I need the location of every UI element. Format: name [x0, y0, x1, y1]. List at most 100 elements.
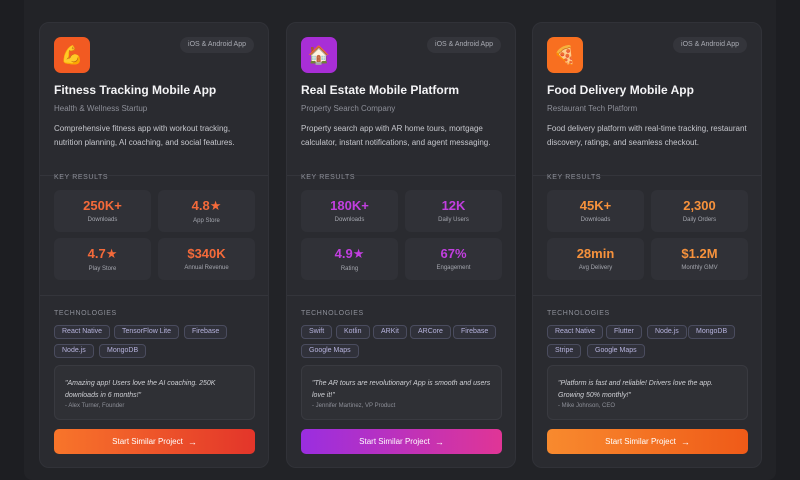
key-results-label: KEY RESULTS: [54, 174, 109, 181]
stat-label: Annual Revenue: [184, 265, 229, 271]
stat-value: 4.9★: [334, 246, 365, 261]
stat-label: Play Store: [88, 266, 117, 272]
stat-value: 45K+: [579, 198, 612, 213]
stat-value: 12K: [441, 198, 466, 213]
stat-annual-revenue: $340K Annual Revenue: [158, 238, 255, 280]
stat-label: Daily Users: [438, 217, 469, 223]
stat-value: 4.7★: [87, 246, 118, 261]
tech-tag: Google Maps: [301, 344, 359, 358]
stat-downloads: 250K+ Downloads: [54, 190, 151, 232]
tech-tag: TensorFlow Lite: [114, 325, 180, 339]
stat-label: Daily Orders: [682, 217, 717, 223]
pizza-icon: 🍕: [547, 37, 583, 73]
stat-avg-delivery: 28min Avg Delivery: [547, 238, 644, 280]
stat-value: 2,300: [683, 198, 716, 213]
technologies-label: TECHNOLOGIES: [547, 310, 610, 317]
stat-label: Downloads: [87, 217, 118, 223]
stat-label: Downloads: [334, 217, 365, 223]
project-subtitle: Restaurant Tech Platform: [547, 104, 638, 113]
stat-rating: 4.9★ Rating: [301, 238, 398, 280]
divider: [287, 175, 515, 176]
divider: [533, 295, 761, 296]
tech-tag: Firebase: [453, 325, 497, 339]
start-similar-project-button[interactable]: Start Similar Project →: [547, 429, 748, 454]
cta-label: Start Similar Project: [605, 437, 676, 446]
project-description: Property search app with AR home tours, …: [301, 124, 491, 147]
platform-badge: iOS & Android App: [180, 37, 254, 53]
tech-tag: React Native: [547, 325, 604, 339]
cta-label: Start Similar Project: [359, 437, 430, 446]
project-description: Food delivery platform with real-time tr…: [547, 124, 747, 147]
testimonial-quote: "The AR tours are revolutionary! App is …: [312, 380, 491, 399]
house-icon: 🏠: [301, 37, 337, 73]
stat-label: Avg Delivery: [578, 265, 613, 271]
start-similar-project-button[interactable]: Start Similar Project →: [301, 429, 502, 454]
tech-tag: Node.js: [54, 344, 94, 358]
stat-value: 4.8★: [191, 198, 222, 213]
stat-value: 250K+: [83, 198, 122, 213]
divider: [287, 295, 515, 296]
divider: [533, 175, 761, 176]
stat-label: Downloads: [580, 217, 611, 223]
cta-label: Start Similar Project: [112, 437, 183, 446]
tech-tag: Google Maps: [587, 344, 645, 358]
stat-label: Monthly GMV: [681, 265, 718, 271]
testimonial-quote: "Amazing app! Users love the AI coaching…: [65, 380, 216, 399]
key-results-label: KEY RESULTS: [547, 174, 602, 181]
key-results-label: KEY RESULTS: [301, 174, 356, 181]
stat-value: 67%: [440, 246, 467, 261]
stat-daily-orders: 2,300 Daily Orders: [651, 190, 748, 232]
tech-tag: Flutter: [606, 325, 642, 339]
platform-badge: iOS & Android App: [427, 37, 501, 53]
tech-tag: Firebase: [184, 325, 228, 339]
divider: [40, 295, 268, 296]
stat-value: 28min: [576, 246, 615, 261]
stat-daily-users: 12K Daily Users: [405, 190, 502, 232]
arrow-right-icon: →: [434, 436, 444, 447]
technologies-label: TECHNOLOGIES: [54, 310, 117, 317]
stat-value: $340K: [187, 246, 226, 261]
project-title: Real Estate Mobile Platform: [301, 83, 460, 97]
testimonial-author: - Mike Johnson, CEO: [558, 403, 616, 409]
technologies-label: TECHNOLOGIES: [301, 310, 364, 317]
stat-label: App Store: [193, 218, 220, 224]
project-card-real-estate: 🏠 iOS & Android App Real Estate Mobile P…: [286, 22, 516, 468]
testimonial-quote: "Platform is fast and reliable! Drivers …: [558, 380, 713, 399]
tech-tag: MongoDB: [688, 325, 736, 339]
stat-label: Engagement: [436, 265, 471, 271]
stat-value: $1.2M: [681, 246, 718, 261]
project-description: Comprehensive fitness app with workout t…: [54, 124, 235, 147]
tech-tag: ARCore: [410, 325, 451, 339]
arrow-right-icon: →: [187, 436, 197, 447]
stat-label: Rating: [340, 266, 359, 272]
project-title: Food Delivery Mobile App: [547, 83, 694, 97]
tech-tag: Stripe: [547, 344, 582, 358]
tech-tag: MongoDB: [99, 344, 147, 358]
project-title: Fitness Tracking Mobile App: [54, 83, 217, 97]
flexed-biceps-icon: 💪: [54, 37, 90, 73]
stat-downloads: 45K+ Downloads: [547, 190, 644, 232]
stat-downloads: 180K+ Downloads: [301, 190, 398, 232]
testimonial: "The AR tours are revolutionary! App is …: [301, 365, 502, 420]
tech-tag: React Native: [54, 325, 111, 339]
stat-engagement: 67% Engagement: [405, 238, 502, 280]
platform-badge: iOS & Android App: [673, 37, 747, 53]
arrow-right-icon: →: [680, 436, 690, 447]
stat-app-store: 4.8★ App Store: [158, 190, 255, 232]
project-subtitle: Health & Wellness Startup: [54, 104, 148, 113]
testimonial: "Amazing app! Users love the AI coaching…: [54, 365, 255, 420]
project-card-fitness: 💪 iOS & Android App Fitness Tracking Mob…: [39, 22, 269, 468]
stat-value: 180K+: [330, 198, 369, 213]
divider: [40, 175, 268, 176]
tech-tag: ARKit: [373, 325, 407, 339]
testimonial: "Platform is fast and reliable! Drivers …: [547, 365, 748, 420]
tech-tag: Swift: [301, 325, 333, 339]
testimonial-author: - Jennifer Martinez, VP Product: [312, 403, 396, 409]
tech-tag: Node.js: [647, 325, 687, 339]
project-subtitle: Property Search Company: [301, 104, 396, 113]
project-card-food-delivery: 🍕 iOS & Android App Food Delivery Mobile…: [532, 22, 762, 468]
start-similar-project-button[interactable]: Start Similar Project →: [54, 429, 255, 454]
stat-play-store: 4.7★ Play Store: [54, 238, 151, 280]
testimonial-author: - Alex Turner, Founder: [65, 403, 125, 409]
stat-monthly-gmv: $1.2M Monthly GMV: [651, 238, 748, 280]
